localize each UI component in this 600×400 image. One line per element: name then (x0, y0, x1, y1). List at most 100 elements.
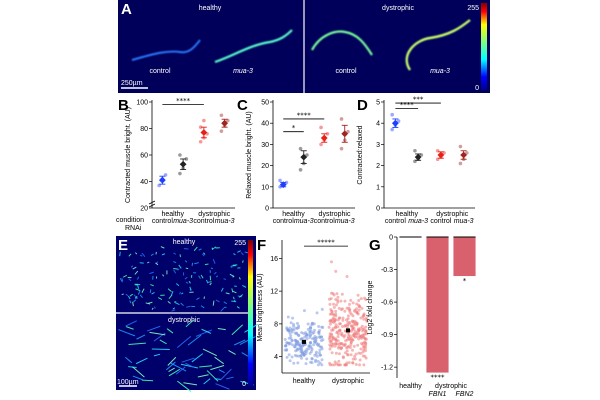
data-point (312, 328, 316, 332)
fiber-speck (212, 259, 216, 264)
x-rnai-label: mua-3 (215, 218, 235, 225)
data-point (330, 344, 334, 348)
data-point (353, 335, 357, 339)
data-point (219, 129, 224, 133)
panel-e-colorbar-min: 0 (242, 381, 246, 388)
data-point (298, 343, 302, 347)
fiber (177, 380, 192, 392)
data-point (317, 330, 321, 334)
data-point (346, 129, 350, 134)
data-point (458, 144, 463, 149)
data-point (310, 321, 314, 325)
mean-marker (302, 339, 306, 344)
data-point (292, 324, 296, 328)
panel-a-scale-label: 250µm (121, 80, 143, 87)
fiber-speck (173, 261, 177, 264)
bar (453, 237, 476, 277)
panel-a-worm-label-1: control (149, 68, 170, 75)
data-point (292, 361, 296, 365)
panel-a-healthy-pane (118, 0, 303, 93)
panel-e: E healthy dystrophic 100µm 255 0 (116, 236, 258, 392)
data-point (333, 317, 337, 321)
data-point (310, 361, 314, 365)
data-point (354, 352, 358, 356)
data-point (351, 319, 355, 323)
data-point (315, 354, 319, 358)
data-point (349, 338, 353, 342)
data-point (334, 323, 338, 327)
data-point (336, 318, 340, 322)
panel-a-healthy-label: healthy (199, 5, 222, 12)
data-point (320, 307, 324, 311)
data-point (357, 308, 361, 312)
fiber-speck (200, 274, 204, 279)
data-point (299, 354, 303, 358)
x-rnai-label: control (273, 218, 294, 225)
data-point (296, 361, 300, 365)
worm-dystrophic-control (311, 30, 373, 56)
data-point (354, 332, 358, 336)
data-point (357, 351, 361, 355)
panel-e-colorbar-max: 255 (234, 240, 246, 247)
fiber-speck (209, 282, 212, 286)
data-point (396, 119, 401, 123)
data-point (357, 327, 361, 331)
data-point (320, 345, 324, 349)
data-point (347, 333, 351, 337)
fiber (241, 352, 249, 357)
mean-marker (414, 153, 422, 161)
data-point (351, 325, 355, 329)
data-point (365, 332, 369, 336)
fiber-speck (130, 265, 134, 268)
data-point (328, 361, 332, 365)
data-point (351, 338, 355, 342)
data-point (330, 291, 334, 295)
fiber-speck (223, 301, 228, 305)
data-point (307, 344, 311, 348)
fiber-speck (173, 252, 176, 255)
fiber-speck (206, 279, 209, 284)
data-point (339, 117, 344, 121)
data-point (306, 322, 310, 326)
fiber (233, 339, 246, 346)
data-point (319, 353, 323, 357)
fiber-speck (180, 302, 184, 306)
data-point (330, 309, 334, 313)
data-point (328, 302, 332, 306)
significance-label: ***** (317, 239, 335, 247)
x-rnai-label: mua-3 (335, 218, 355, 225)
fiber-speck (134, 252, 138, 255)
data-point (329, 339, 333, 343)
data-point (357, 337, 361, 341)
data-point (351, 348, 355, 352)
y-tick-label: -0.3 (381, 267, 393, 274)
fiber-speck (184, 276, 188, 280)
data-point (346, 314, 350, 318)
x-rnai-label: mua-3 (408, 218, 428, 225)
fiber (210, 365, 225, 371)
data-point (302, 309, 306, 313)
bar (426, 237, 449, 373)
data-point (315, 311, 319, 315)
data-point (331, 326, 335, 330)
data-point (341, 355, 345, 359)
fiber-speck (128, 278, 132, 282)
data-point (362, 333, 366, 337)
data-point (339, 299, 343, 303)
y-tick-label: 20 (140, 206, 148, 213)
data-point (328, 322, 332, 326)
fiber-speck (157, 297, 163, 301)
data-point (335, 292, 339, 296)
fiber-speck (179, 291, 181, 295)
data-point (358, 358, 362, 362)
data-point (339, 308, 343, 312)
fiber-speck (122, 274, 127, 278)
data-point (356, 293, 360, 297)
fiber-speck (121, 277, 124, 282)
fiber-speck (175, 302, 180, 306)
fiber-speck (202, 253, 205, 257)
x-category-label: healthy (293, 378, 316, 385)
significance-label: **** (297, 111, 312, 119)
x-condition-label: dystrophic (198, 211, 230, 218)
y-tick-label: 2 (376, 163, 380, 170)
